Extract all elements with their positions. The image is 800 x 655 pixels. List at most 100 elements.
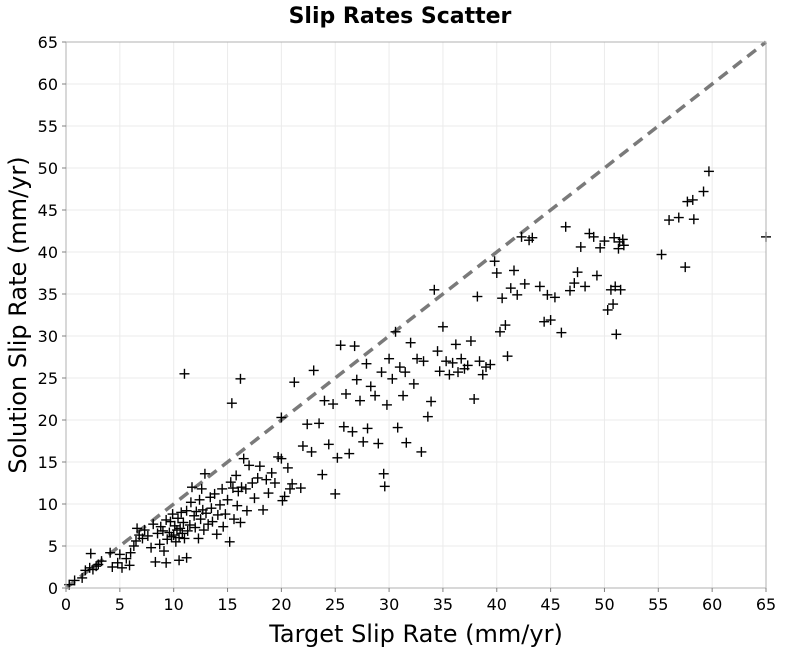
data-point: [85, 548, 96, 559]
data-point: [610, 281, 621, 292]
data-point: [575, 241, 586, 252]
data-point: [398, 390, 409, 401]
x-tick-label: 40: [487, 595, 507, 614]
data-point: [595, 242, 606, 253]
data-point: [412, 353, 423, 364]
data-point: [323, 439, 334, 450]
data-point: [162, 534, 173, 545]
data-point: [302, 419, 313, 430]
data-point: [351, 374, 362, 385]
data-point: [196, 483, 207, 494]
y-tick-label: 40: [38, 243, 58, 262]
data-point: [497, 293, 508, 304]
data-point: [266, 467, 277, 478]
y-axis-label: Solution Slip Rate (mm/yr): [4, 156, 32, 473]
data-point: [137, 533, 148, 544]
data-point: [285, 483, 295, 494]
data-point: [444, 369, 455, 380]
data-point: [132, 523, 143, 534]
data-point: [437, 321, 448, 332]
data-point: [181, 505, 192, 516]
data-point: [105, 547, 116, 558]
data-point: [426, 396, 437, 407]
data-point: [447, 357, 458, 368]
data-point: [365, 381, 376, 392]
data-point: [306, 446, 317, 457]
data-point: [142, 530, 153, 541]
x-tick-label: 65: [756, 595, 776, 614]
data-point: [405, 337, 416, 348]
data-point: [69, 575, 80, 586]
data-point: [656, 249, 667, 260]
y-tick-label: 0: [48, 579, 58, 598]
data-point: [174, 555, 185, 566]
data-point: [215, 499, 225, 510]
data-point: [258, 504, 269, 515]
data-point: [276, 412, 287, 423]
data-point: [80, 565, 91, 576]
data-point: [212, 509, 223, 520]
data-point: [173, 513, 183, 524]
data-point: [569, 278, 580, 289]
data-point: [276, 453, 287, 464]
data-point: [688, 214, 699, 225]
data-point: [335, 340, 346, 351]
data-point: [500, 320, 511, 331]
data-point: [181, 552, 192, 563]
data-point: [338, 421, 349, 432]
data-point: [602, 304, 613, 315]
x-tick-label: 0: [61, 595, 71, 614]
reference-line: [64, 40, 768, 590]
data-point: [161, 514, 172, 525]
x-tick-label: 60: [702, 595, 722, 614]
ticks-layer: 0 5 10 15 20 25 30 35 40 45 50 55 60 65 0 5 10 15 20 25 30 35…: [38, 33, 777, 614]
y-tick-label: 45: [38, 201, 58, 220]
data-point: [150, 556, 161, 567]
data-point: [252, 472, 263, 483]
data-point: [235, 517, 246, 528]
data-point: [349, 341, 360, 352]
data-point: [370, 390, 381, 401]
data-point: [545, 315, 556, 326]
data-point: [608, 299, 619, 310]
data-point: [347, 426, 358, 437]
data-point: [232, 500, 243, 511]
data-point: [485, 359, 496, 370]
data-point: [509, 265, 519, 276]
data-point: [519, 278, 530, 289]
data-point: [505, 283, 516, 294]
data-point: [432, 346, 443, 357]
y-tick-label: 15: [38, 453, 58, 472]
data-point: [472, 291, 483, 302]
data-point: [254, 461, 265, 472]
data-point: [117, 562, 127, 573]
data-point: [177, 528, 188, 539]
data-point: [489, 256, 500, 267]
data-point: [418, 356, 429, 367]
data-point: [341, 388, 351, 399]
data-point: [194, 494, 205, 505]
data-point: [680, 262, 691, 273]
chart-title: Slip Rates Scatter: [289, 4, 512, 29]
y-tick-label: 60: [38, 75, 58, 94]
y-tick-label: 20: [38, 411, 58, 430]
data-point: [176, 507, 187, 518]
y-tick-label: 30: [38, 327, 58, 346]
data-point: [613, 243, 624, 254]
data-point: [240, 483, 251, 494]
data-point: [539, 316, 550, 327]
data-point: [429, 284, 440, 295]
data-point: [361, 358, 372, 369]
data-point: [453, 367, 463, 378]
data-point: [195, 514, 206, 525]
data-point: [91, 561, 102, 572]
data-point: [247, 478, 258, 488]
data-point: [556, 327, 567, 338]
data-point: [287, 478, 298, 489]
x-tick-label: 50: [594, 595, 614, 614]
data-point: [175, 523, 186, 534]
data-point: [394, 362, 405, 373]
data-point: [297, 441, 308, 452]
data-point: [201, 508, 211, 519]
data-point: [235, 373, 246, 384]
